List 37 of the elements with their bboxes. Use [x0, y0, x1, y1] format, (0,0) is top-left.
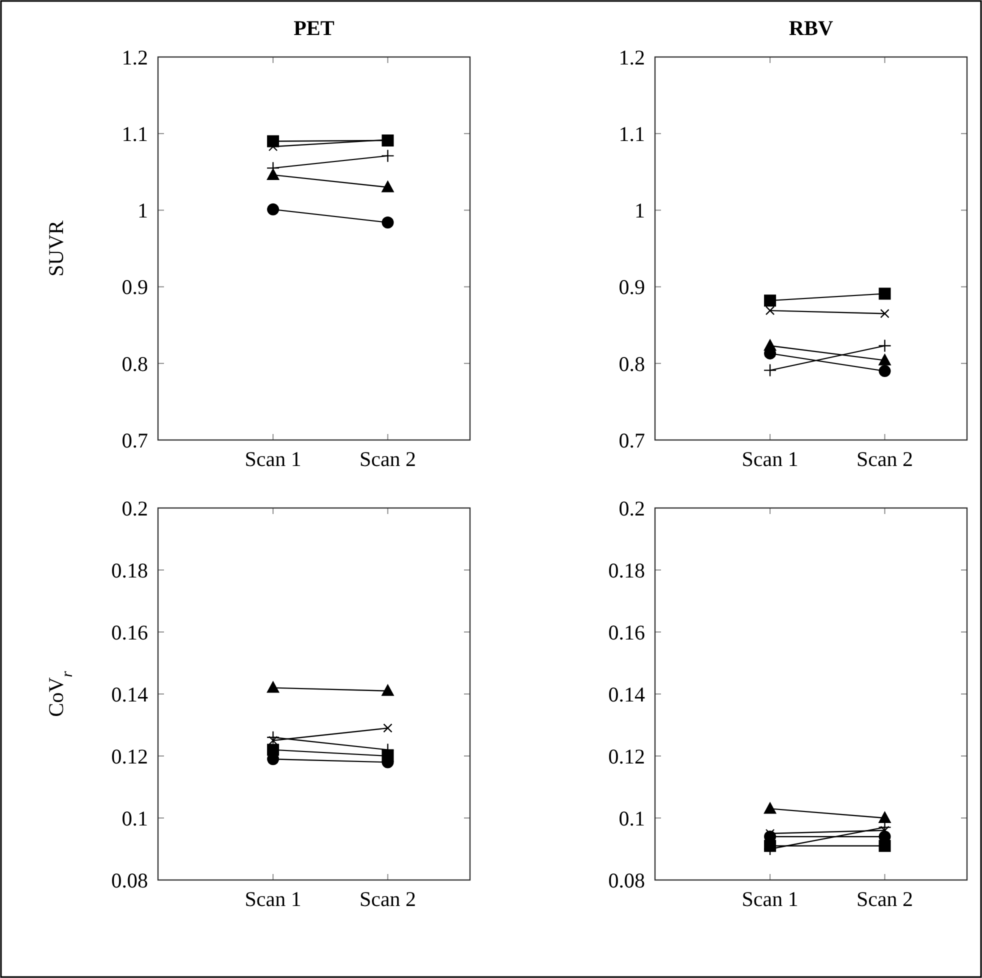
- y-tick-label: 0.7: [122, 428, 148, 452]
- x-tick-label: Scan 2: [359, 447, 416, 471]
- y-tick-label: 0.12: [608, 744, 645, 768]
- x-tick-label: Scan 1: [244, 887, 302, 911]
- x-tick-label: Scan 2: [856, 887, 914, 911]
- x-tick-label: Scan 1: [742, 447, 798, 471]
- y-tick-label: 1: [634, 198, 645, 223]
- y-tick-label: 0.12: [111, 744, 148, 768]
- y-tick-label: 0.14: [111, 682, 148, 706]
- y-tick-label: 0.1: [122, 806, 148, 830]
- chart-title: RBV: [788, 16, 834, 40]
- y-tick-label: 0.8: [122, 352, 148, 376]
- chart-title: PET: [294, 16, 334, 40]
- y-tick-label: 0.08: [608, 868, 645, 892]
- y-tick-label: 0.16: [608, 620, 645, 644]
- x-tick-label: Scan 1: [244, 447, 302, 471]
- y-tick-label: 0.9: [618, 275, 645, 300]
- y-tick-label: 0.1: [618, 806, 645, 830]
- y-tick-label: 0.18: [111, 558, 148, 582]
- y-tick-label: 0.9: [122, 275, 148, 300]
- y-tick-label: 1.2: [122, 45, 148, 70]
- y-tick-label: 0.8: [618, 352, 645, 376]
- y-tick-label: 1.1: [618, 122, 645, 146]
- x-tick-label: Scan 2: [856, 447, 914, 471]
- x-tick-label: Scan 1: [742, 887, 798, 911]
- x-tick-label: Scan 2: [359, 887, 416, 911]
- y-tick-label: 0.14: [608, 682, 646, 706]
- y-axis-title: SUVR: [44, 220, 68, 277]
- y-tick-label: 0.16: [111, 620, 148, 644]
- y-tick-label: 0.08: [111, 868, 148, 892]
- y-tick-label: 1: [138, 198, 148, 223]
- y-tick-label: 0.2: [122, 496, 148, 520]
- y-tick-label: 1.2: [618, 45, 645, 70]
- y-tick-label: 0.7: [618, 428, 645, 452]
- y-tick-label: 0.18: [608, 558, 645, 582]
- y-tick-label: 0.2: [618, 496, 645, 520]
- y-tick-label: 1.1: [122, 122, 148, 146]
